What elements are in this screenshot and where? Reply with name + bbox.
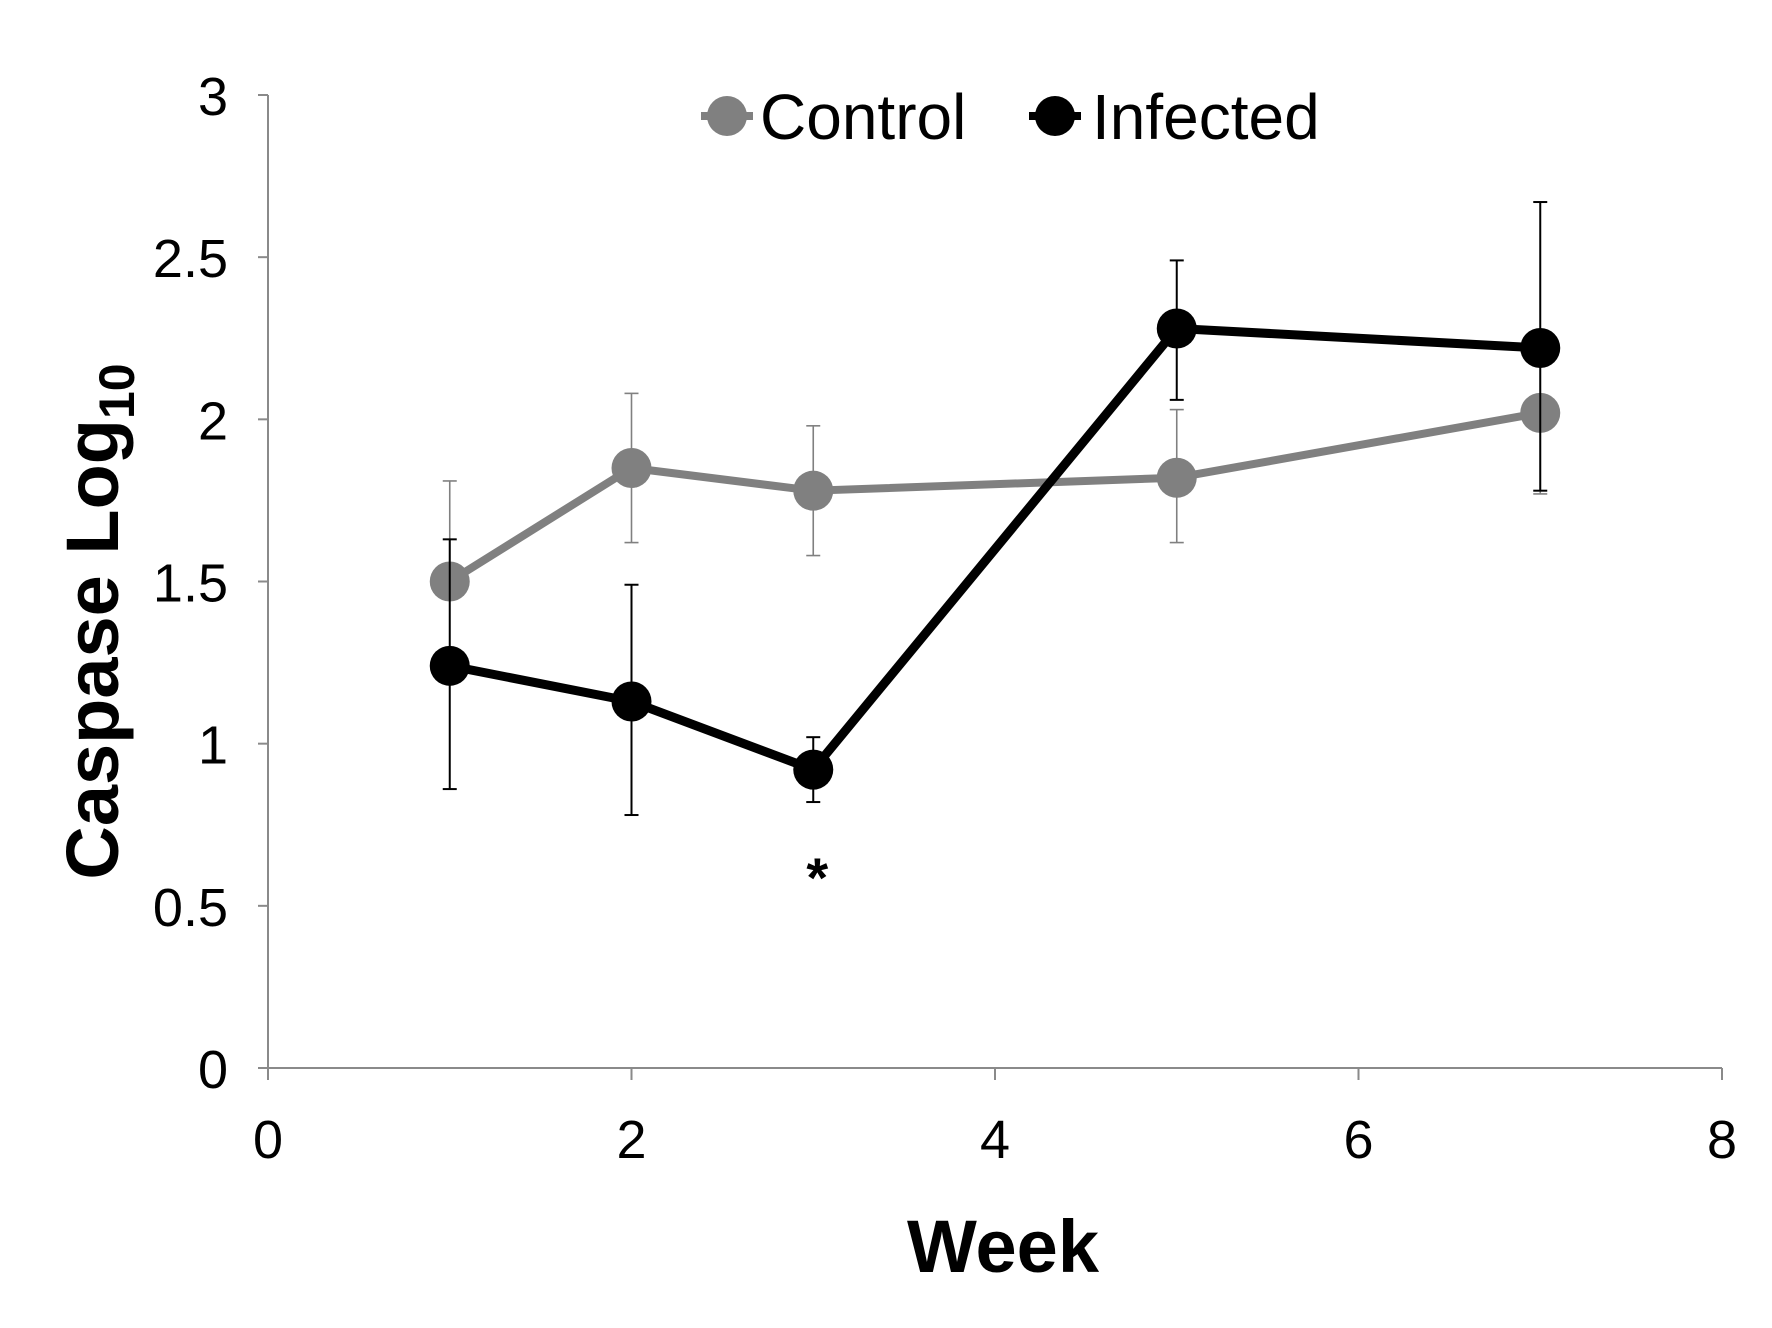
y-tick-label: 2 — [198, 391, 228, 451]
y-axis-title-main: Caspase Log — [51, 419, 134, 880]
legend-label-infected: Infected — [1092, 81, 1320, 153]
series-layer: * — [429, 201, 1561, 909]
significance-marker: * — [806, 846, 828, 909]
data-point-control — [793, 470, 834, 511]
y-tick-label: 2.5 — [153, 229, 228, 289]
x-tick-label: 0 — [253, 1110, 283, 1170]
x-tick-label: 8 — [1707, 1110, 1737, 1170]
data-point-infected — [611, 681, 652, 722]
series-line-control — [447, 408, 1541, 585]
y-axis-title: Caspase Log10 — [51, 363, 145, 879]
legend-label-control: Control — [760, 81, 966, 153]
data-point-control — [611, 447, 652, 488]
x-tick-label: 2 — [616, 1110, 646, 1170]
data-point-control — [1156, 457, 1197, 498]
axes: 0 0.5 1 1.5 2 2.5 3 0 2 4 6 8 — [153, 67, 1737, 1170]
data-point-infected — [429, 645, 470, 686]
data-point-infected — [793, 749, 834, 790]
legend: Control Infected — [701, 81, 1320, 153]
y-tick-label: 1.5 — [153, 554, 228, 614]
series-infected — [429, 201, 1561, 817]
x-axis-title: Week — [907, 1205, 1100, 1288]
data-point-infected — [1156, 308, 1197, 349]
series-control — [429, 330, 1561, 602]
x-tick-label: 4 — [980, 1110, 1010, 1170]
y-tick-label: 3 — [198, 67, 228, 127]
legend-swatch-marker-control — [707, 96, 747, 136]
y-tick-label: 0.5 — [153, 878, 228, 938]
y-tick-label: 1 — [198, 716, 228, 776]
legend-swatch-marker-infected — [1035, 96, 1075, 136]
data-point-infected — [1520, 327, 1561, 368]
y-axis-title-subscript: 10 — [89, 363, 145, 419]
x-tick-label: 6 — [1343, 1110, 1373, 1170]
y-tick-label: 0 — [198, 1040, 228, 1100]
